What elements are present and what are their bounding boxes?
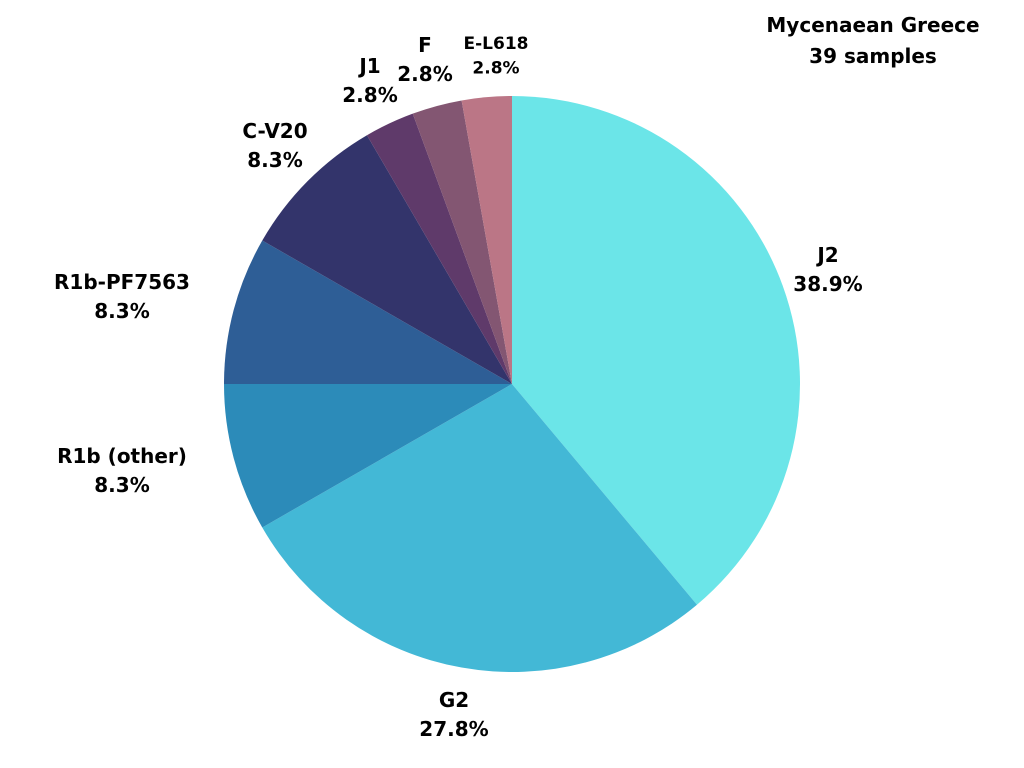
chart-subtitle: 39 samples bbox=[809, 44, 937, 68]
pie-slice-r1b-other bbox=[224, 384, 512, 528]
slice-label-j1: J1 2.8% bbox=[342, 54, 397, 107]
slice-value-r1b-other: 8.3% bbox=[94, 473, 149, 497]
pie-slice-f bbox=[412, 100, 512, 385]
slice-label-g2: G2 27.8% bbox=[419, 688, 488, 741]
slice-name-f: F bbox=[418, 33, 432, 57]
slice-value-j2: 38.9% bbox=[793, 272, 862, 296]
slice-name-j1: J1 bbox=[357, 54, 380, 78]
slice-name-e-l618: E-L618 bbox=[464, 34, 529, 54]
pie-slice-c-v20 bbox=[262, 135, 512, 384]
slice-label-r1b-other: R1b (other) 8.3% bbox=[57, 444, 187, 497]
slice-label-f: F 2.8% bbox=[397, 33, 452, 86]
pie-slice-g2 bbox=[262, 384, 697, 672]
chart-title: Mycenaean Greece bbox=[766, 13, 980, 37]
chart-title-block: Mycenaean Greece 39 samples bbox=[748, 10, 998, 72]
slice-label-r1b-pf7563: R1b-PF7563 8.3% bbox=[54, 270, 190, 323]
slice-value-e-l618: 2.8% bbox=[472, 59, 519, 79]
slice-label-e-l618: E-L618 2.8% bbox=[464, 34, 529, 79]
slice-value-r1b-pf7563: 8.3% bbox=[94, 299, 149, 323]
slice-value-c-v20: 8.3% bbox=[247, 148, 302, 172]
slice-name-j2: J2 bbox=[815, 243, 838, 267]
slice-name-r1b-other: R1b (other) bbox=[57, 444, 187, 468]
pie-slice-j1 bbox=[366, 113, 512, 384]
slice-value-g2: 27.8% bbox=[419, 717, 488, 741]
slice-value-j1: 2.8% bbox=[342, 83, 397, 107]
pie-slice-e-l618 bbox=[461, 96, 512, 384]
slice-name-r1b-pf7563: R1b-PF7563 bbox=[54, 270, 190, 294]
pie-slice-j2 bbox=[512, 96, 800, 605]
slice-name-c-v20: C-V20 bbox=[242, 119, 307, 143]
pie-slice-r1b-pf7563 bbox=[224, 240, 512, 384]
slice-value-f: 2.8% bbox=[397, 62, 452, 86]
slice-label-c-v20: C-V20 8.3% bbox=[242, 119, 307, 172]
slice-label-j2: J2 38.9% bbox=[793, 243, 862, 296]
slice-name-g2: G2 bbox=[439, 688, 469, 712]
